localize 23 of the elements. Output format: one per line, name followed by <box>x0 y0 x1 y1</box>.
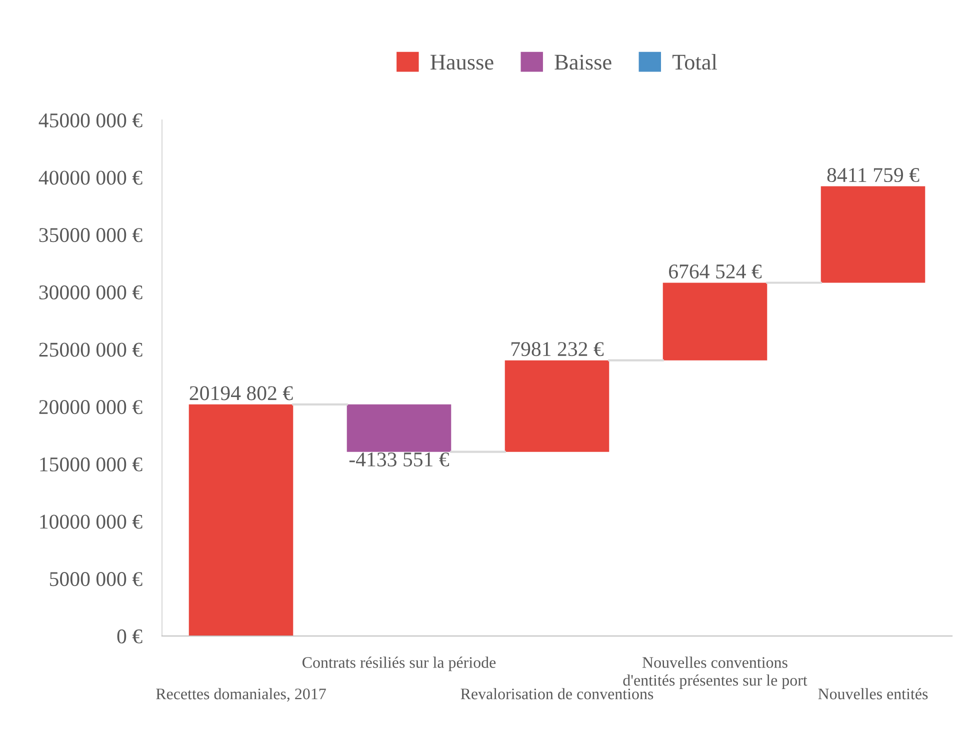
legend-label: Baisse <box>554 54 612 70</box>
y-tick-label: 35000 000 € <box>39 228 142 242</box>
legend-label: Hausse <box>430 54 494 70</box>
x-tick-label: Nouvelles conventions d'entités présentes sur le port <box>623 656 808 689</box>
data-label: 20194 802 € <box>190 386 293 400</box>
y-tick-label: 5000 000 € <box>50 572 142 586</box>
x-tick-label: Revalorisation de conventions <box>460 688 654 700</box>
y-tick-label: 40000 000 € <box>38 170 142 185</box>
y-tick-label: 10000 000 € <box>40 514 142 529</box>
y-tick-label: 25000 000 € <box>39 342 142 357</box>
data-label: 6764 524 € <box>669 264 762 279</box>
data-label: 7981 232 € <box>512 342 604 356</box>
y-tick-label: 0 € <box>117 629 142 644</box>
x-tick-label: Nouvelles entités <box>818 688 928 700</box>
legend-label: Total <box>672 54 717 70</box>
y-tick-label: 45000 000 € <box>38 113 142 128</box>
x-tick-label: Contrats résiliés sur la période <box>302 656 496 672</box>
data-label: -4133 551 € <box>349 452 450 466</box>
y-tick-label: 15000 000 € <box>40 457 142 472</box>
y-tick-label: 20000 000 € <box>39 400 142 414</box>
y-tick-label: 30000 000 € <box>39 285 142 300</box>
x-tick-label: Recettes domaniales, 2017 <box>156 688 326 702</box>
data-label: 8411 759 € <box>827 168 920 182</box>
